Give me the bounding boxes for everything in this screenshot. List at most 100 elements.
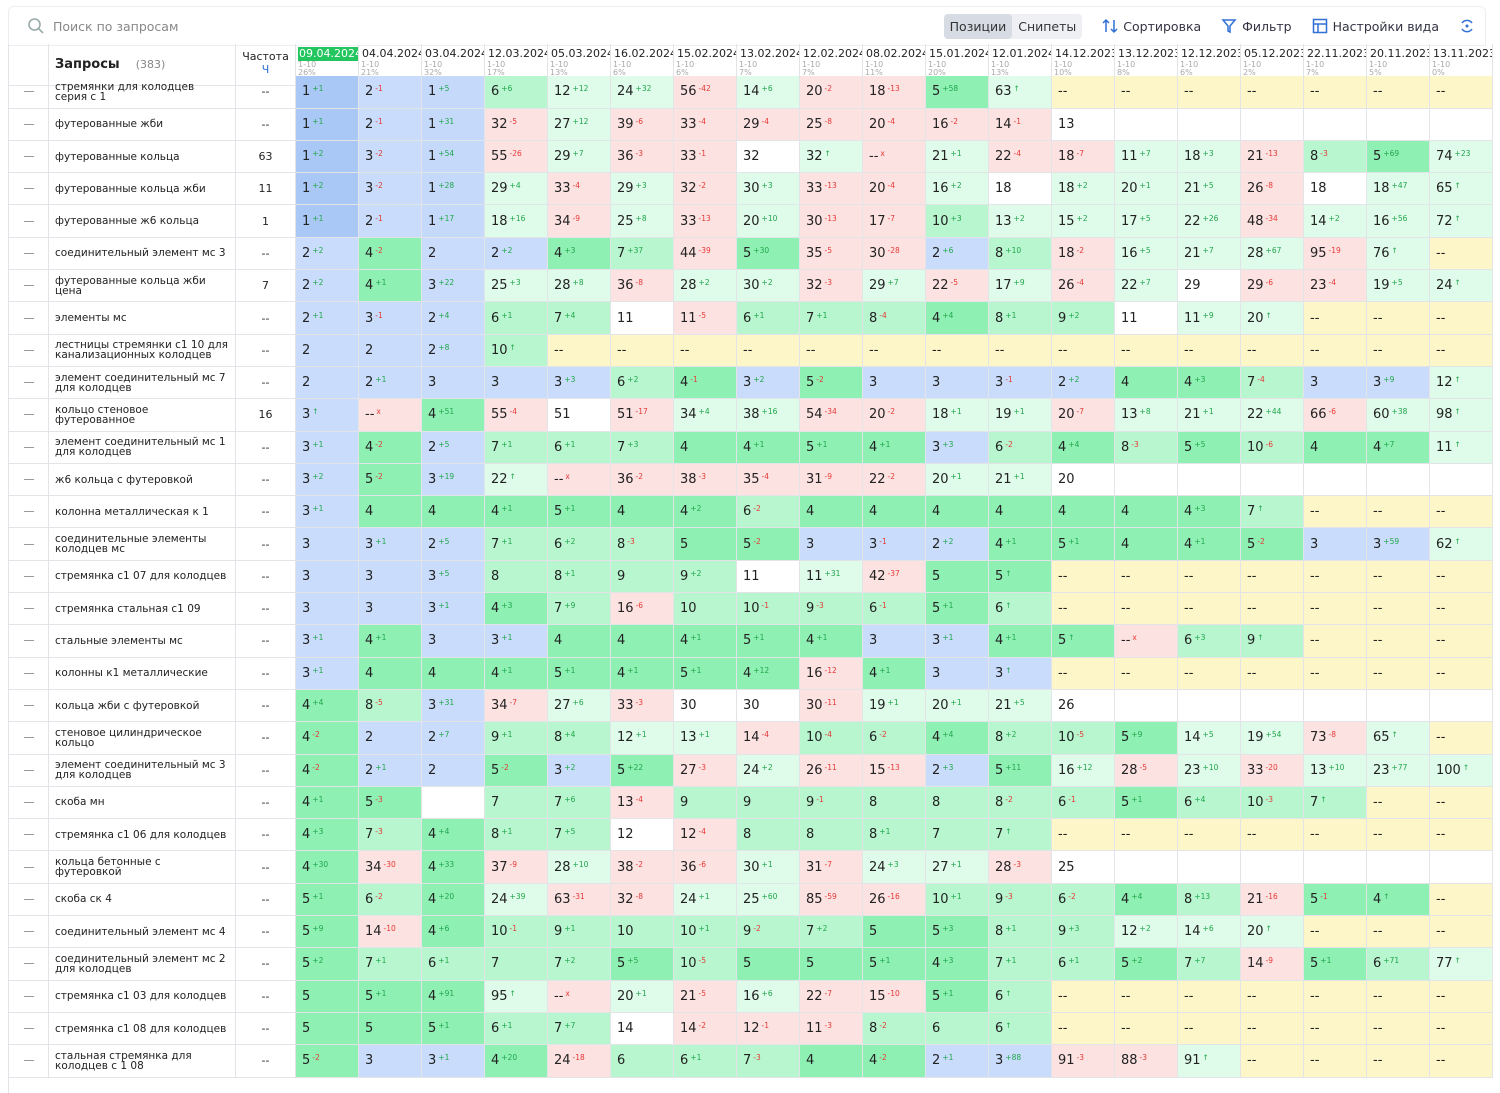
range: 1-10 — [991, 60, 1010, 69]
position: 3 — [1310, 536, 1319, 552]
tab[interactable]: Позиции — [943, 13, 1013, 39]
position: -- — [1247, 1053, 1257, 1069]
position-change: +30 — [753, 245, 770, 255]
row-handle[interactable] — [9, 883, 49, 917]
row-handle[interactable] — [9, 851, 49, 884]
position-cell: 3 +1 — [296, 496, 359, 529]
view-settings-button[interactable]: Настройки вида — [1312, 18, 1439, 34]
position-cell: 9 — [737, 786, 800, 820]
position-change: +3 — [501, 601, 513, 611]
share: 32% — [424, 68, 442, 77]
search[interactable]: Поиск по запросам — [27, 17, 944, 35]
position-cell: 8 +10 — [989, 237, 1052, 271]
date: 04.04.2024 — [362, 47, 422, 60]
position-cell: 24 -18 — [548, 1045, 611, 1078]
handle-icon — [23, 414, 34, 416]
position-cell: 16 -6 — [611, 593, 674, 626]
position-cell: 3 — [1304, 366, 1367, 400]
position-cell: 14 -10 — [359, 916, 422, 949]
position: 10 — [932, 891, 949, 907]
position: 10 — [1247, 439, 1264, 455]
frequency: 63 — [236, 140, 296, 174]
row-handle[interactable] — [9, 205, 49, 238]
position-cell: 13 +2 — [989, 205, 1052, 238]
row-handle[interactable] — [9, 431, 49, 464]
row-handle[interactable] — [9, 140, 49, 174]
row-handle[interactable] — [9, 722, 49, 755]
position-cell: 28 -5 — [1115, 754, 1178, 787]
row-handle[interactable] — [9, 1045, 49, 1078]
position: 29 — [617, 181, 634, 197]
position: -- — [1436, 988, 1446, 1004]
position: 16 — [617, 601, 634, 617]
row-handle[interactable] — [9, 334, 49, 367]
position-cell: 22 -4 — [989, 140, 1052, 174]
position-change: +1 — [1005, 924, 1017, 934]
row-handle[interactable] — [9, 399, 49, 432]
position-cell: -- — [1367, 819, 1430, 852]
position: 25 — [743, 891, 760, 907]
row-handle[interactable] — [9, 463, 49, 497]
position-change: +22 — [438, 278, 455, 288]
row-handle[interactable] — [9, 657, 49, 690]
row-handle[interactable] — [9, 560, 49, 594]
row-handle[interactable] — [9, 302, 49, 335]
position-change: -2 — [501, 762, 509, 772]
position: 36 — [617, 149, 634, 165]
row-handle[interactable] — [9, 237, 49, 271]
position-cell — [1367, 851, 1430, 884]
position-cell: 11 ↑ — [1430, 431, 1493, 464]
sort-button[interactable]: Сортировка — [1102, 18, 1201, 34]
position: 35 — [806, 245, 823, 261]
row-handle[interactable] — [9, 173, 49, 206]
position-cell: 4 -2 — [359, 237, 422, 271]
position: 2 — [365, 342, 374, 358]
position-cell — [1241, 689, 1304, 723]
row-handle[interactable] — [9, 948, 49, 981]
row-handle[interactable] — [9, 689, 49, 723]
filter-button[interactable]: Фильтр — [1221, 18, 1292, 34]
position: 16 — [932, 181, 949, 197]
position-cell: -- — [1430, 496, 1493, 529]
row-handle[interactable] — [9, 270, 49, 303]
position-change: +7 — [572, 149, 584, 159]
row-handle[interactable] — [9, 1012, 49, 1046]
position: 4 — [869, 1053, 878, 1069]
row-handle[interactable] — [9, 916, 49, 949]
position-cell — [1241, 851, 1304, 884]
position-change: ↑ — [1265, 924, 1272, 934]
row-handle[interactable] — [9, 980, 49, 1013]
position-change: -16 — [887, 891, 900, 901]
row-handle[interactable] — [9, 754, 49, 787]
row-handle[interactable] — [9, 496, 49, 529]
row-handle[interactable] — [9, 528, 49, 561]
position-change: -1 — [879, 601, 887, 611]
position-cell: 2 +3 — [926, 754, 989, 787]
row-handle[interactable] — [9, 108, 49, 141]
position-change: -5 — [824, 245, 833, 255]
position: 2 — [302, 278, 311, 294]
position-cell: 6 +1 — [422, 948, 485, 981]
tab[interactable]: Снипеты — [1018, 18, 1077, 34]
position-cell: 7 +1 — [485, 431, 548, 464]
row-handle[interactable] — [9, 76, 49, 109]
row-handle[interactable] — [9, 593, 49, 626]
row-handle[interactable] — [9, 366, 49, 400]
position-change: -2 — [312, 762, 320, 772]
position-change: -4 — [635, 794, 644, 804]
row-handle[interactable] — [9, 625, 49, 658]
refresh-button[interactable] — [1459, 18, 1475, 34]
position-cell: -- x — [548, 980, 611, 1013]
position-cell: 6 +6 — [485, 76, 548, 109]
position-cell: 14 +6 — [737, 76, 800, 109]
position: -- — [1058, 665, 1068, 681]
position-cell: 3 — [296, 560, 359, 594]
freq-header-sub: Ч — [261, 63, 270, 76]
position-cell: 20 +1 — [611, 980, 674, 1013]
row-handle[interactable] — [9, 786, 49, 820]
position-change: ↑ — [312, 407, 319, 417]
position: -- — [1373, 794, 1383, 810]
position: 23 — [1310, 278, 1327, 294]
row-handle[interactable] — [9, 819, 49, 852]
position-cell: 66 -6 — [1304, 399, 1367, 432]
